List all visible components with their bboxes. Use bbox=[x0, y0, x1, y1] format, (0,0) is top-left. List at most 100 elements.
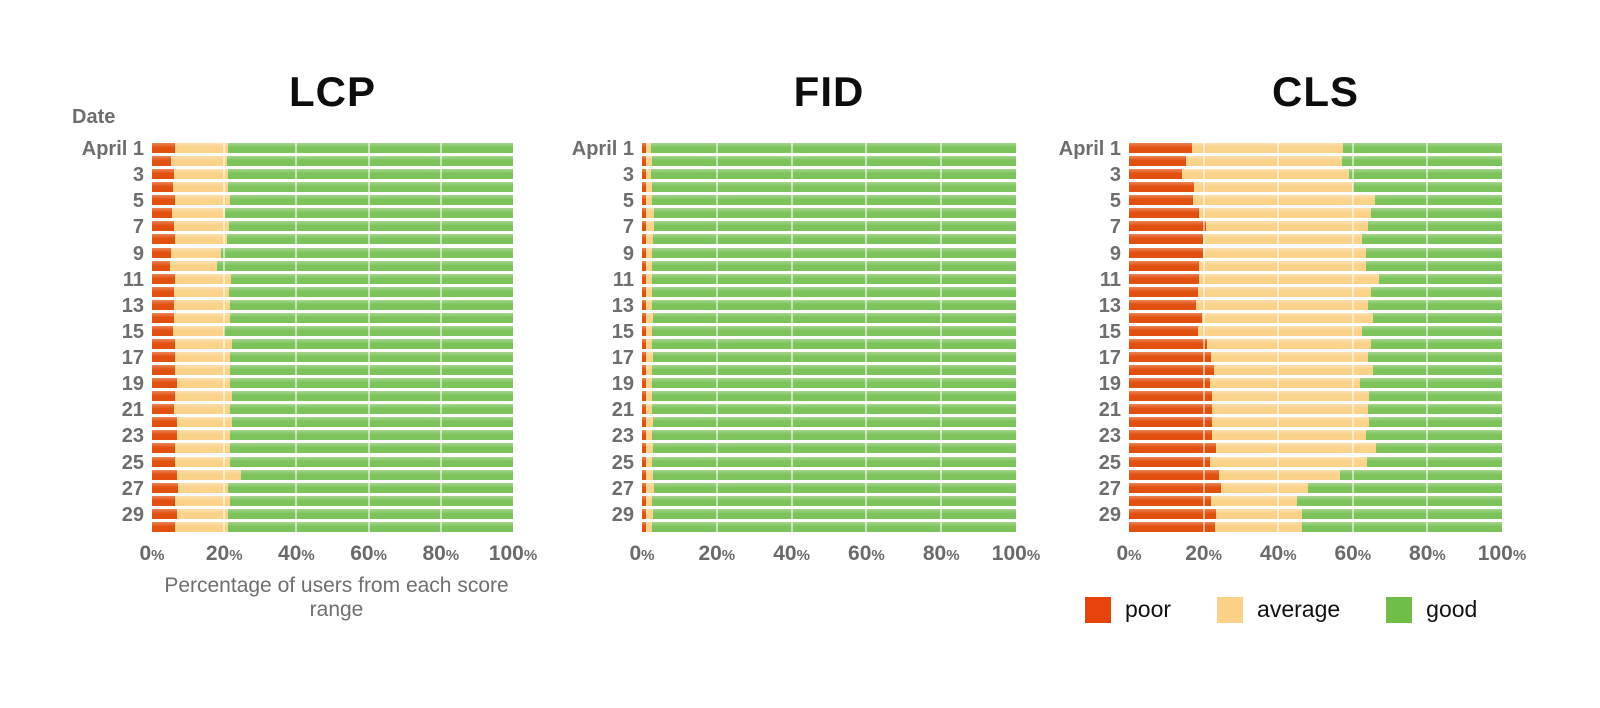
row-date-label: 25 bbox=[121, 451, 144, 474]
bar-segment-poor bbox=[642, 443, 647, 454]
bar-row: 5 bbox=[546, 191, 1016, 211]
stacked-bar bbox=[152, 391, 513, 402]
bar-segment-average bbox=[646, 365, 653, 376]
bar-row bbox=[56, 156, 513, 169]
bar-segment-average bbox=[1203, 234, 1363, 245]
bar-segment-average bbox=[1218, 469, 1341, 480]
bar-row: 23 bbox=[56, 426, 513, 446]
bar-row bbox=[1033, 417, 1502, 430]
bar-segment-good bbox=[652, 417, 1016, 428]
bar-segment-poor bbox=[1129, 299, 1196, 310]
bar-segment-average bbox=[175, 521, 228, 532]
bar-segment-poor bbox=[642, 417, 647, 428]
bar-segment-average bbox=[175, 456, 230, 467]
bar-row bbox=[56, 260, 513, 274]
row-date-label: 17 bbox=[611, 347, 634, 369]
bar-segment-good bbox=[227, 169, 513, 180]
bar-rows-fid: April 1 3 5 7 9 11 13 15 17 19 21 23 25 27 29 bbox=[546, 139, 1016, 535]
bar-segment-poor bbox=[1129, 456, 1210, 467]
bar-segment-average bbox=[1220, 482, 1309, 493]
chart-title-cls: CLS bbox=[1272, 68, 1359, 115]
stacked-bar bbox=[152, 208, 513, 219]
bar-segment-poor bbox=[1129, 195, 1194, 206]
bar-segment-poor bbox=[152, 273, 176, 284]
bar-row: 11 bbox=[1033, 270, 1502, 290]
bar-segment-poor bbox=[152, 143, 175, 153]
stacked-bar bbox=[642, 325, 1016, 336]
bar-segment-poor bbox=[1129, 352, 1211, 362]
bar-segment-average bbox=[174, 299, 230, 310]
bar-segment-average bbox=[645, 247, 652, 258]
bar-segment-average bbox=[1203, 247, 1366, 258]
bar-segment-good bbox=[652, 495, 1016, 506]
bar-row bbox=[546, 365, 1016, 378]
bar-row: 29 bbox=[56, 505, 513, 525]
stacked-bar bbox=[1129, 247, 1502, 258]
bar-row: 7 bbox=[1033, 217, 1502, 237]
bar-segment-good bbox=[652, 182, 1016, 193]
bar-segment-good bbox=[229, 404, 513, 415]
bar-segment-good bbox=[1378, 273, 1502, 284]
bar-row bbox=[1033, 260, 1502, 274]
row-date-label: 27 bbox=[1098, 477, 1121, 500]
bar-segment-good bbox=[1371, 208, 1502, 219]
bar-row bbox=[1033, 312, 1502, 326]
bar-segment-poor bbox=[1129, 495, 1212, 506]
stacked-bar bbox=[152, 156, 513, 167]
bar-row bbox=[1033, 365, 1502, 378]
bar-row: 21 bbox=[546, 400, 1016, 420]
bar-segment-poor bbox=[152, 404, 175, 415]
chart-title-fid: FID bbox=[793, 68, 865, 115]
row-date-label bbox=[546, 522, 642, 535]
row-date-label: April 1 bbox=[81, 138, 144, 160]
bar-segment-average bbox=[645, 378, 652, 389]
bar-segment-good bbox=[1352, 182, 1502, 193]
bar-segment-good bbox=[216, 260, 513, 271]
bar-segment-poor bbox=[1129, 365, 1215, 376]
bar-segment-good bbox=[1366, 456, 1502, 467]
bar-row bbox=[56, 417, 513, 430]
stacked-bar bbox=[152, 299, 513, 310]
stacked-bar bbox=[642, 456, 1016, 467]
bar-segment-poor bbox=[642, 260, 646, 271]
x-axis-lcp: 0% 20% 40% 60% 80% 100% bbox=[139, 542, 537, 568]
bar-row: 15 bbox=[1033, 322, 1502, 342]
bar-segment-good bbox=[227, 508, 513, 519]
bar-row: 25 bbox=[546, 452, 1016, 473]
bar-segment-average bbox=[1181, 169, 1350, 180]
bar-segment-good bbox=[653, 208, 1016, 219]
bar-segment-average bbox=[175, 365, 231, 376]
bar-row bbox=[1033, 443, 1502, 456]
stacked-bar bbox=[1129, 430, 1502, 441]
bar-segment-poor bbox=[1129, 417, 1213, 428]
stacked-bar bbox=[152, 521, 513, 532]
legend-swatch-average-icon bbox=[1217, 596, 1244, 623]
stacked-bar bbox=[1129, 299, 1502, 310]
row-date-label: 3 bbox=[1109, 164, 1121, 187]
bar-segment-average bbox=[1215, 508, 1302, 519]
bar-row bbox=[546, 312, 1016, 326]
stacked-bar bbox=[1129, 469, 1502, 480]
bar-segment-good bbox=[651, 456, 1016, 467]
stacked-bar bbox=[642, 417, 1016, 428]
bar-segment-average bbox=[171, 156, 227, 167]
bar-segment-poor bbox=[1129, 156, 1186, 167]
bar-segment-good bbox=[228, 286, 513, 297]
bar-segment-good bbox=[230, 352, 513, 362]
x-tick-label: 80% bbox=[1409, 542, 1446, 565]
bar-segment-poor bbox=[642, 195, 646, 206]
bar-row bbox=[546, 443, 1016, 456]
bar-segment-average bbox=[646, 352, 653, 362]
bar-row: 27 bbox=[56, 479, 513, 499]
bar-segment-average bbox=[174, 312, 230, 323]
x-tick-label: 40% bbox=[773, 542, 810, 565]
legend-label-average: average bbox=[1257, 596, 1341, 622]
bar-segment-average bbox=[174, 286, 229, 297]
bar-segment-average bbox=[646, 182, 653, 193]
x-tick-label: 80% bbox=[922, 542, 960, 565]
bar-segment-average bbox=[1212, 430, 1366, 441]
x-axis-cls: 0% 20% 40% 60% 80% 100% bbox=[1116, 542, 1526, 568]
row-date-label: 3 bbox=[132, 164, 144, 187]
bar-segment-good bbox=[232, 338, 513, 349]
bar-segment-good bbox=[230, 495, 513, 506]
